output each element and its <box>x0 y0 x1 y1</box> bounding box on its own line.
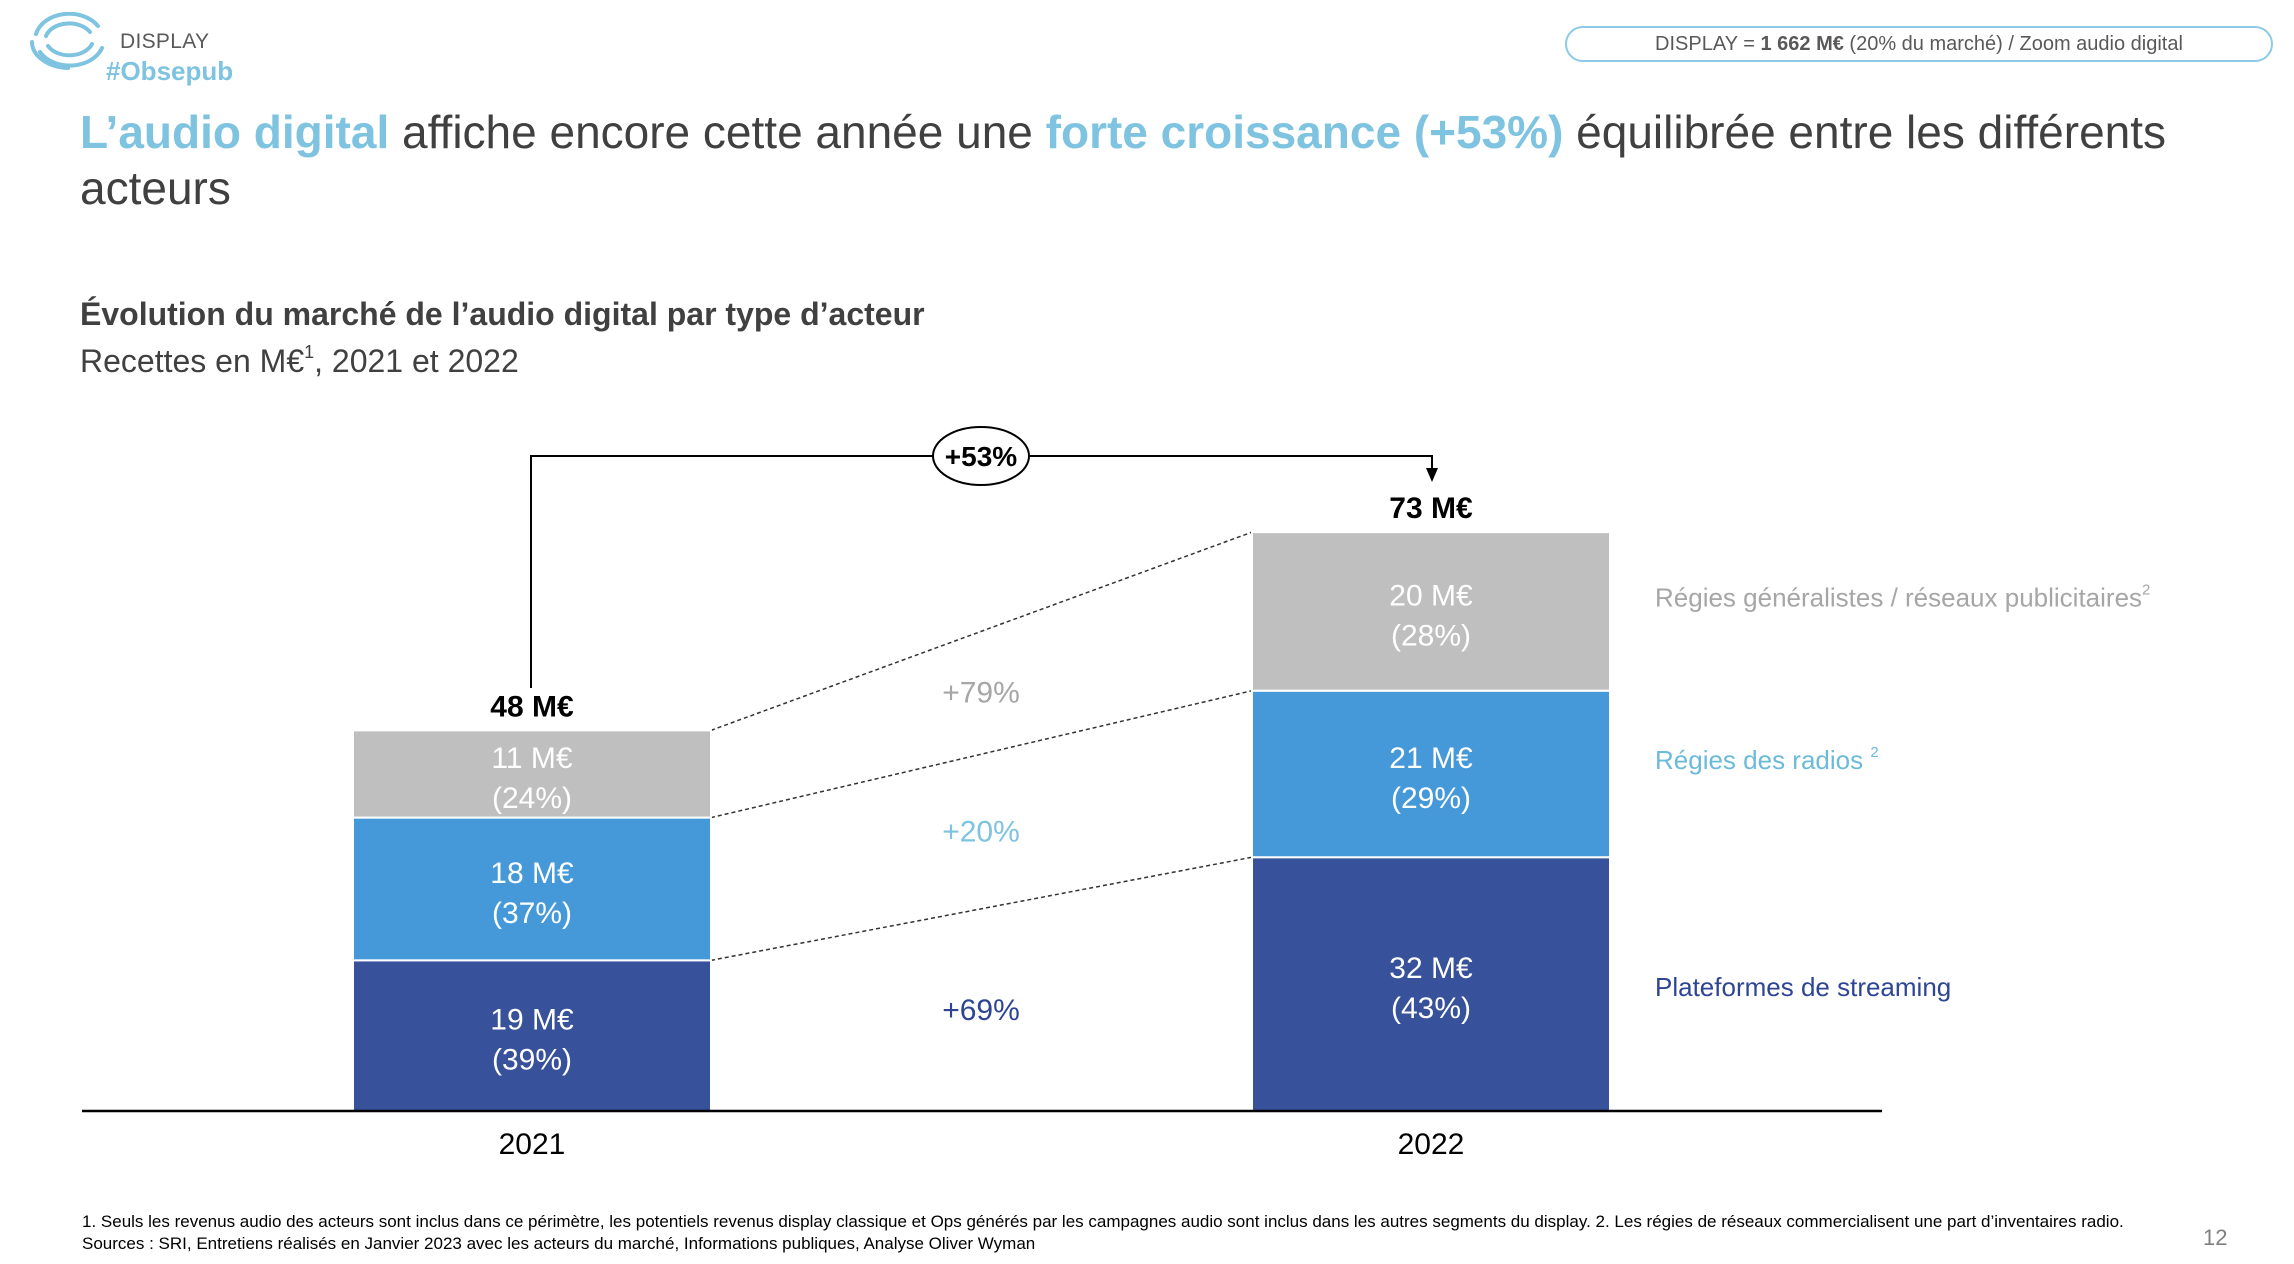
segment-value-label: 20 M€ <box>1389 579 1473 612</box>
pill-suffix: (20% du marché) / Zoom audio digital <box>1843 32 2183 55</box>
total-label-2021: 48 M€ <box>490 690 574 723</box>
pill-amount: 1 662 M€ <box>1760 32 1844 55</box>
chart-subtitle: Recettes en M€1, 2021 et 2022 <box>80 342 519 380</box>
bar-segment-2021-2 <box>352 729 712 819</box>
total-growth-bubble <box>932 426 1030 486</box>
segment-value-label: 32 M€ <box>1389 952 1473 985</box>
connector-line-1 <box>710 689 1253 819</box>
segment-value-label: 21 M€ <box>1389 742 1473 775</box>
segment-value-label: 19 M€ <box>490 1004 574 1037</box>
growth-label-0: +69% <box>942 994 1020 1027</box>
chart-title: Évolution du marché de l’audio digital p… <box>80 296 925 332</box>
bars <box>352 531 1611 1113</box>
chart-subtitle-suffix: , 2021 et 2022 <box>314 343 519 379</box>
connector-line-0 <box>710 856 1253 962</box>
growth-arrowhead-icon <box>1426 468 1438 482</box>
segment-share-label: (37%) <box>492 897 572 930</box>
title-highlight-growth: forte croissance (+53%) <box>1045 106 1564 158</box>
segment-share-label: (39%) <box>492 1044 572 1077</box>
bar-segment-2022-0 <box>1251 856 1611 1112</box>
growth-label-2: +79% <box>942 677 1020 710</box>
brand-hashtag: #Obsepub <box>106 56 234 86</box>
footnote-ref-2: 2 <box>2142 581 2150 598</box>
bar-segment-2022-1 <box>1251 689 1611 859</box>
bar-segment-2021-1 <box>352 816 712 962</box>
segment-value-label: 18 M€ <box>490 857 574 890</box>
obsepub-logo-icon <box>29 12 104 70</box>
footnote-ref-2: 2 <box>1870 744 1878 761</box>
labels: 19 M€ (39%) 18 M€ (37%) 11 M€ (24%) 48 M€ 2021 3… <box>490 492 2150 1161</box>
legend-label-2: Régies généralistes / réseaux publicitai… <box>1655 581 2150 612</box>
growth-label-1: +20% <box>942 815 1020 848</box>
sources-text: Sources : SRI, Entretiens réalisés en Ja… <box>82 1234 1036 1253</box>
segment-value-label: 11 M€ <box>491 742 572 775</box>
title-text-1: affiche encore cette année une <box>389 106 1046 158</box>
segment-share-label: (24%) <box>492 782 572 815</box>
segment-share-label: (29%) <box>1391 782 1471 815</box>
footnote-ref-1: 1 <box>304 342 315 362</box>
chart-subtitle-prefix: Recettes en M€ <box>80 343 305 379</box>
bar-segment-2021-0 <box>352 959 712 1113</box>
footnote-text: 1. Seuls les revenus audio des acteurs s… <box>82 1212 2124 1231</box>
x-tick-label-2021: 2021 <box>499 1128 566 1161</box>
pill-prefix: DISPLAY = <box>1655 32 1761 55</box>
total-label-2022: 73 M€ <box>1389 492 1473 525</box>
title-highlight-audio-digital: L’audio digital <box>80 106 390 158</box>
bar-segment-2022-2 <box>1251 531 1611 692</box>
title-text-2: équilibrée entre les différents acteurs <box>80 106 2167 214</box>
display-market-pill: DISPLAY = 1 662 M€ (20% du marché) / Zoo… <box>1565 26 2273 62</box>
brand-section-label: DISPLAY <box>120 30 210 53</box>
page-number: 12 <box>2203 1225 2228 1250</box>
total-growth-label: +53% <box>945 441 1017 472</box>
x-tick-label-2022: 2022 <box>1398 1128 1465 1161</box>
segment-share-label: (28%) <box>1391 619 1471 652</box>
segment-share-label: (43%) <box>1391 992 1471 1025</box>
legend-label-0: Plateformes de streaming <box>1655 972 1951 1002</box>
connector-line-2 <box>710 531 1253 732</box>
growth-bracket: +53% <box>530 426 1438 688</box>
connector-lines <box>710 531 1253 962</box>
legend-label-1: Régies des radios 2 <box>1655 744 1879 775</box>
slide-title: L’audio digital affiche encore cette ann… <box>80 104 2230 216</box>
